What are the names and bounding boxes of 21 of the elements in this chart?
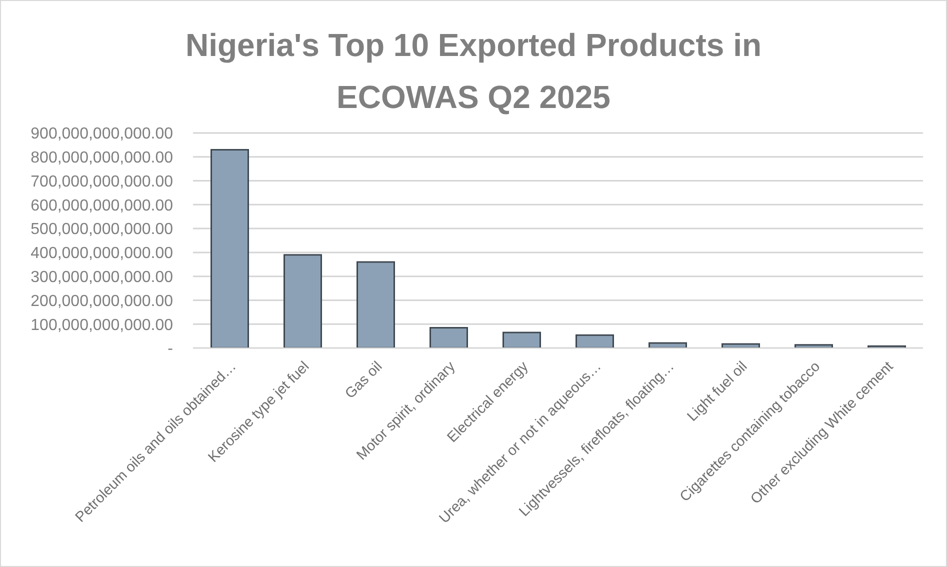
bar (794, 344, 833, 348)
y-tick-label: 300,000,000,000.00 (30, 269, 174, 286)
y-tick-label: 800,000,000,000.00 (30, 150, 174, 167)
x-tick-label: Gas oil (342, 358, 386, 402)
bar (502, 332, 541, 348)
bar (722, 343, 760, 348)
chart-title: Nigeria's Top 10 Exported Products in ECOWAS Q2 2025 (184, 26, 762, 117)
bar (284, 254, 322, 348)
y-tick-label: 200,000,000,000.00 (30, 292, 174, 310)
bar (210, 148, 249, 348)
y-tick-label: 900,000,000,000.00 (30, 126, 174, 143)
y-tick-label: 100,000,000,000.00 (30, 316, 174, 334)
bar (648, 342, 687, 348)
y-tick-label: 400,000,000,000.00 (30, 245, 174, 262)
bar (356, 261, 395, 348)
bar (430, 326, 468, 348)
y-tick-label: - (168, 340, 173, 358)
bar (576, 334, 614, 348)
y-tick-label: 600,000,000,000.00 (30, 197, 174, 214)
y-tick-label: 500,000,000,000.00 (30, 221, 174, 238)
y-tick-label: 700,000,000,000.00 (30, 173, 174, 190)
